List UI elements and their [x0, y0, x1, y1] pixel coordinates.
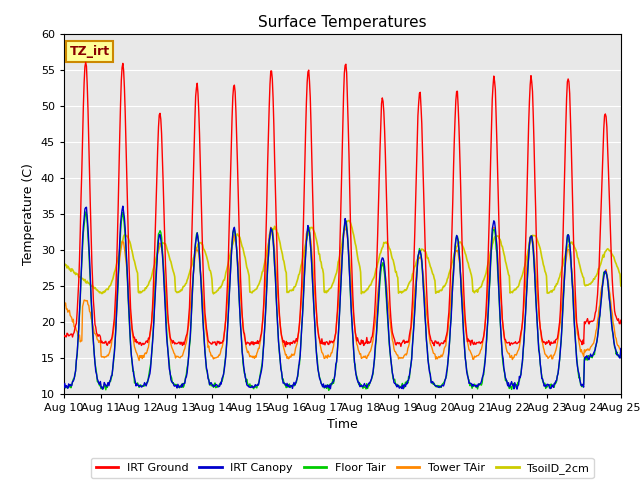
Legend: IRT Ground, IRT Canopy, Floor Tair, Tower TAir, TsoilD_2cm: IRT Ground, IRT Canopy, Floor Tair, Towe… [91, 458, 594, 478]
X-axis label: Time: Time [327, 418, 358, 431]
Title: Surface Temperatures: Surface Temperatures [258, 15, 427, 30]
Y-axis label: Temperature (C): Temperature (C) [22, 163, 35, 264]
Text: TZ_irt: TZ_irt [70, 45, 109, 58]
